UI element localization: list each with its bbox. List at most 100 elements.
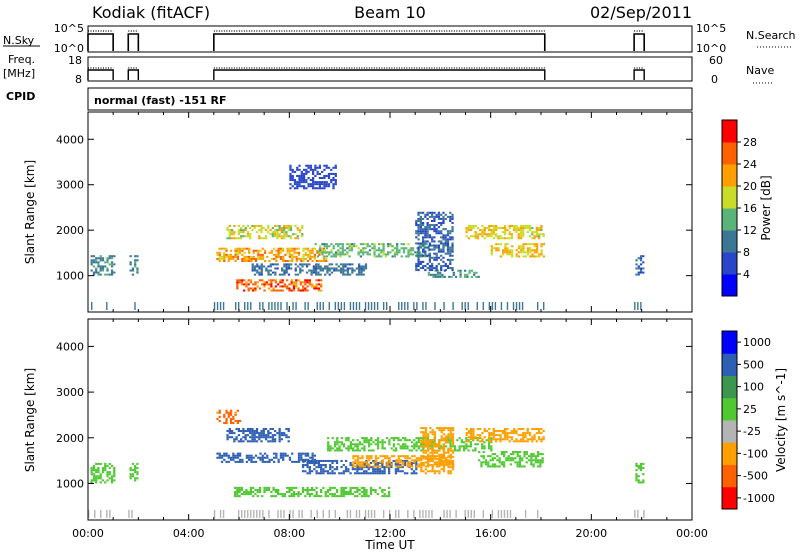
velocity-echo-cell [352, 465, 355, 468]
velocity-echo-cell [238, 486, 241, 489]
velocity-echo-cell [449, 463, 452, 466]
power-echo-cell [323, 183, 326, 186]
velocity-echo-cell [515, 438, 518, 441]
power-echo-cell [435, 256, 438, 259]
power-echo-cell [288, 253, 292, 256]
velocity-echo-cell [523, 455, 526, 458]
velocity-echo-cell [340, 493, 343, 496]
velocity-echo-cell [523, 451, 526, 454]
velocity-echo-cell [429, 431, 432, 434]
power-echo-cell [260, 271, 263, 274]
power-echo-cell [409, 247, 412, 250]
velocity-echo-cell [488, 432, 491, 435]
power-colorbar-swatch [722, 230, 737, 253]
velocity-echo-cell [403, 459, 407, 462]
power-echo-cell [415, 242, 418, 245]
power-echo-cell [451, 250, 454, 253]
power-echo-cell [318, 164, 322, 167]
power-echo-cell [99, 269, 102, 272]
velocity-echo-cell [363, 472, 366, 475]
velocity-echo-cell [449, 439, 452, 442]
velocity-echo-cell [239, 452, 242, 455]
power-echo-cell [428, 252, 432, 255]
velocity-echo-cell [324, 470, 327, 473]
velocity-echo-cell [518, 451, 522, 454]
power-echo-cell [295, 255, 298, 258]
power-echo-cell [226, 237, 229, 240]
velocity-echo-cell [379, 461, 382, 464]
velocity-echo-cell [351, 468, 355, 471]
velocity-echo-cell [363, 441, 366, 444]
velocity-echo-cell [320, 470, 323, 473]
power-echo-cell [522, 224, 525, 227]
velocity-echo-cell [433, 463, 437, 466]
power-echo-cell [247, 289, 250, 292]
power-echo-cell [307, 166, 310, 169]
velocity-echo-cell [322, 470, 325, 473]
power-echo-cell [280, 231, 284, 234]
velocity-echo-cell [311, 456, 314, 459]
power-echo-cell [434, 273, 437, 276]
velocity-echo-cell [481, 443, 484, 446]
velocity-echo-cell [433, 445, 437, 448]
velocity-echo-cell [533, 438, 536, 441]
velocity-echo-cell [347, 470, 350, 473]
power-echo-cell [323, 174, 326, 177]
velocity-echo-cell [449, 459, 452, 462]
power-echo-cell [424, 254, 427, 257]
power-echo-cell [287, 227, 290, 230]
velocity-echo-cell [308, 468, 311, 471]
velocity-echo-cell [453, 445, 457, 448]
power-echo-cell [288, 249, 292, 252]
power-echo-cell [377, 243, 381, 246]
velocity-echo-cell [295, 493, 298, 496]
velocity-echo-cell [440, 457, 443, 460]
velocity-echo-cell [92, 473, 96, 476]
velocity-echo-cell [438, 447, 441, 450]
velocity-echo-cell [358, 441, 362, 444]
velocity-echo-cell [513, 427, 516, 431]
power-echo-cell [435, 267, 438, 270]
power-echo-cell [293, 251, 296, 254]
power-echo-cell [451, 269, 454, 272]
velocity-echo-cell [462, 447, 466, 450]
power-echo-cell [292, 285, 296, 288]
power-echo-cell [533, 245, 536, 248]
power-echo-cell [316, 183, 319, 186]
velocity-echo-cell [510, 430, 514, 433]
velocity-echo-cell [331, 461, 334, 465]
velocity-echo-cell [483, 445, 486, 448]
power-echo-cell [421, 244, 425, 247]
power-echo-cell [490, 245, 493, 248]
power-echo-cell [346, 263, 349, 266]
velocity-near-range-cell [446, 509, 448, 518]
power-colorbar-tick-label: 20 [743, 180, 757, 193]
velocity-echo-cell [245, 490, 248, 494]
velocity-echo-cell [308, 493, 311, 496]
velocity-echo-cell [415, 459, 418, 462]
velocity-echo-cell [331, 466, 334, 469]
cpid-value: normal (fast) -151 RF [94, 94, 227, 107]
power-echo-cell [540, 227, 543, 230]
velocity-echo-cell [642, 479, 645, 482]
power-echo-cell [271, 231, 274, 234]
power-echo-cell [362, 273, 365, 276]
velocity-echo-cell [246, 440, 250, 443]
power-echo-cell [481, 229, 484, 232]
velocity-echo-cell [420, 445, 423, 448]
velocity-echo-cell [406, 461, 409, 464]
power-echo-cell [431, 248, 434, 251]
power-near-range-cell [352, 302, 355, 310]
velocity-echo-cell [333, 468, 336, 471]
power-echo-cell [313, 287, 316, 290]
velocity-echo-cell [245, 454, 249, 457]
power-echo-cell [276, 263, 279, 266]
power-echo-cell [437, 213, 441, 216]
power-echo-cell [360, 265, 363, 268]
velocity-echo-cell [218, 454, 221, 457]
velocity-echo-cell [383, 447, 386, 450]
velocity-echo-cell [424, 451, 427, 454]
velocity-echo-cell [333, 449, 337, 452]
velocity-echo-cell [255, 436, 259, 439]
